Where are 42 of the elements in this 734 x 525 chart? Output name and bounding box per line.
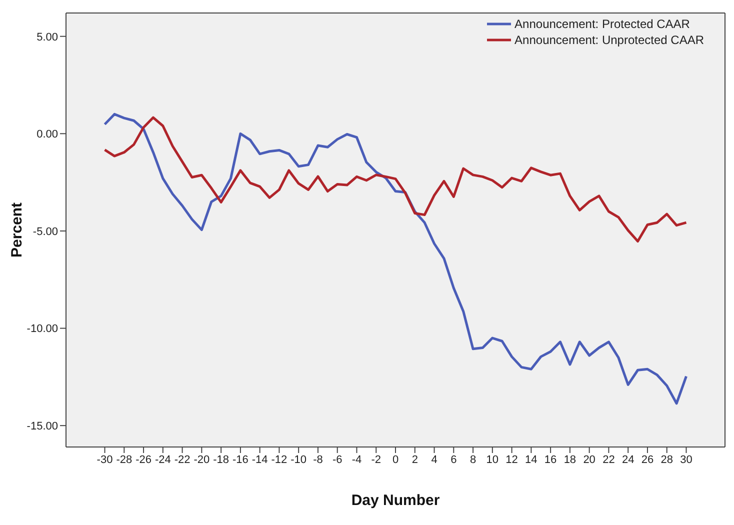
x-tick-label: -18 bbox=[213, 454, 230, 466]
y-tick-label: -5.00 bbox=[32, 226, 58, 238]
x-tick-label: -22 bbox=[174, 454, 190, 466]
line-series bbox=[104, 112, 688, 405]
x-tick-label: 18 bbox=[564, 454, 576, 466]
x-tick-label: 28 bbox=[660, 454, 673, 466]
x-tick-label: -26 bbox=[136, 454, 152, 466]
x-tick-label: 0 bbox=[392, 454, 399, 466]
x-tick-label: -2 bbox=[371, 454, 382, 466]
y-tick-label: -15.00 bbox=[26, 420, 58, 432]
x-tick-label: -24 bbox=[154, 454, 171, 466]
x-tick-label: -20 bbox=[194, 454, 210, 466]
x-tick-label: 26 bbox=[641, 454, 654, 466]
x-tick-label: 8 bbox=[470, 454, 476, 466]
x-tick-label: -28 bbox=[116, 454, 132, 466]
x-tick-label: 12 bbox=[506, 454, 518, 466]
y-axis-title: Percent bbox=[8, 202, 26, 258]
x-tick-label: -30 bbox=[96, 454, 113, 466]
x-tick-label: 22 bbox=[602, 454, 615, 466]
x-tick-label: -14 bbox=[252, 454, 268, 466]
x-tick-label: 20 bbox=[583, 454, 596, 466]
x-tick-label: 16 bbox=[544, 454, 557, 466]
x-tick-label: 10 bbox=[486, 454, 499, 466]
y-tick-label: -10.00 bbox=[26, 323, 58, 336]
x-tick-label: 14 bbox=[525, 454, 538, 466]
line-series bbox=[104, 116, 688, 243]
x-tick-label: 30 bbox=[680, 454, 692, 466]
x-tick-label: -10 bbox=[290, 454, 307, 466]
x-tick-label: -12 bbox=[271, 454, 288, 466]
x-tick-label: -8 bbox=[313, 454, 323, 466]
x-tick-label: 24 bbox=[622, 454, 634, 466]
y-tick-label: 5.00 bbox=[36, 31, 58, 44]
y-tick-label: 0.00 bbox=[36, 128, 58, 141]
x-tick-label: 6 bbox=[450, 454, 457, 466]
x-tick-label: -4 bbox=[352, 454, 362, 466]
legend-label: Announcement: Protected CAAR bbox=[514, 16, 690, 32]
x-tick-label: -16 bbox=[232, 454, 248, 466]
x-tick-label: 2 bbox=[412, 454, 418, 466]
x-tick-label: 4 bbox=[431, 454, 438, 466]
x-tick-label: -6 bbox=[332, 454, 342, 466]
legend-label: Announcement: Unprotected CAAR bbox=[514, 32, 704, 48]
x-axis-title: Day Number bbox=[351, 492, 440, 509]
